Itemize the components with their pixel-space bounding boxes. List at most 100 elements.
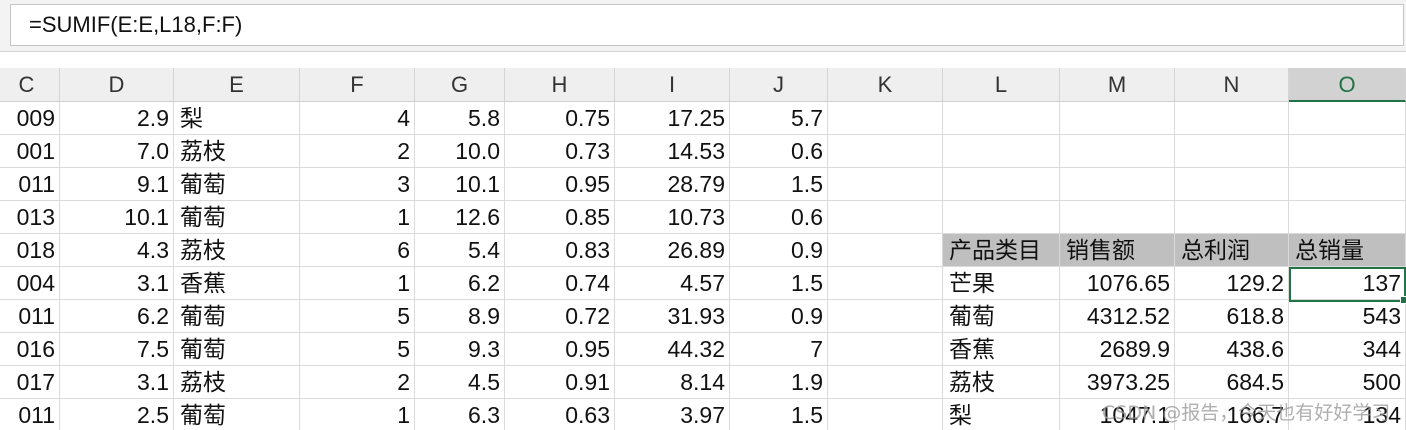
cell-d-7[interactable]: 6.2 [60,300,174,333]
cell-f-3[interactable]: 3 [300,168,415,201]
cell-g-1[interactable]: 5.8 [415,102,505,135]
cell-i-4[interactable]: 10.73 [615,201,730,234]
cell-j-5[interactable]: 0.9 [730,234,828,267]
summary-empty-cell[interactable] [943,135,1060,168]
cell-h-4[interactable]: 0.85 [505,201,615,234]
cell-h-8[interactable]: 0.95 [505,333,615,366]
summary-empty-cell[interactable] [1289,201,1406,234]
cell-i-2[interactable]: 14.53 [615,135,730,168]
cell-d-1[interactable]: 2.9 [60,102,174,135]
summary-header-0[interactable]: 产品类目 [943,234,1060,267]
cell-c-10[interactable]: 011 [0,399,60,430]
cell-g-10[interactable]: 6.3 [415,399,505,430]
cell-g-4[interactable]: 12.6 [415,201,505,234]
column-header-c[interactable]: C [0,68,60,102]
summary-empty-cell[interactable] [1289,168,1406,201]
cell-d-6[interactable]: 3.1 [60,267,174,300]
summary-header-2[interactable]: 总利润 [1175,234,1289,267]
cell-h-5[interactable]: 0.83 [505,234,615,267]
column-header-e[interactable]: E [174,68,300,102]
summary-header-1[interactable]: 销售额 [1060,234,1175,267]
cell-h-9[interactable]: 0.91 [505,366,615,399]
summary-empty-cell[interactable] [1289,102,1406,135]
cell-c-9[interactable]: 017 [0,366,60,399]
cell-c-2[interactable]: 001 [0,135,60,168]
column-header-h[interactable]: H [505,68,615,102]
column-header-l[interactable]: L [943,68,1060,102]
cell-c-1[interactable]: 009 [0,102,60,135]
cell-f-10[interactable]: 1 [300,399,415,430]
cell-f-1[interactable]: 4 [300,102,415,135]
cell-f-6[interactable]: 1 [300,267,415,300]
cell-e-2[interactable]: 荔枝 [174,135,300,168]
cell-j-10[interactable]: 1.5 [730,399,828,430]
summary-empty-cell[interactable] [1060,201,1175,234]
summary-empty-cell[interactable] [1060,102,1175,135]
cell-j-6[interactable]: 1.5 [730,267,828,300]
cell-h-10[interactable]: 0.63 [505,399,615,430]
cell-f-9[interactable]: 2 [300,366,415,399]
column-header-k[interactable]: K [828,68,943,102]
summary-empty-cell[interactable] [943,168,1060,201]
summary-cell-sales-3[interactable]: 2689.9 [1060,333,1175,366]
cell-j-4[interactable]: 0.6 [730,201,828,234]
cell-c-3[interactable]: 011 [0,168,60,201]
cell-e-6[interactable]: 香蕉 [174,267,300,300]
cell-h-3[interactable]: 0.95 [505,168,615,201]
summary-empty-cell[interactable] [1060,168,1175,201]
cell-i-6[interactable]: 4.57 [615,267,730,300]
summary-empty-cell[interactable] [1175,201,1289,234]
cell-k-8[interactable] [828,333,943,366]
summary-cell-sales-5[interactable]: 1047.1 [1060,399,1175,430]
cell-f-7[interactable]: 5 [300,300,415,333]
summary-empty-cell[interactable] [1289,135,1406,168]
summary-cell-profit-5[interactable]: 166.7 [1175,399,1289,430]
cell-i-7[interactable]: 31.93 [615,300,730,333]
cell-e-7[interactable]: 葡萄 [174,300,300,333]
cell-k-6[interactable] [828,267,943,300]
cell-k-7[interactable] [828,300,943,333]
column-header-n[interactable]: N [1175,68,1289,102]
cell-d-3[interactable]: 9.1 [60,168,174,201]
summary-cell-sales-4[interactable]: 3973.25 [1060,366,1175,399]
cell-h-2[interactable]: 0.73 [505,135,615,168]
summary-empty-cell[interactable] [1060,135,1175,168]
summary-cell-category-4[interactable]: 荔枝 [943,366,1060,399]
summary-cell-qty-4[interactable]: 500 [1289,366,1406,399]
cell-k-9[interactable] [828,366,943,399]
cell-c-6[interactable]: 004 [0,267,60,300]
fill-handle[interactable] [1400,296,1406,304]
summary-cell-profit-4[interactable]: 684.5 [1175,366,1289,399]
cell-d-4[interactable]: 10.1 [60,201,174,234]
cell-h-7[interactable]: 0.72 [505,300,615,333]
cell-c-8[interactable]: 016 [0,333,60,366]
summary-cell-qty-3[interactable]: 344 [1289,333,1406,366]
cell-j-3[interactable]: 1.5 [730,168,828,201]
cell-k-10[interactable] [828,399,943,430]
cell-h-6[interactable]: 0.74 [505,267,615,300]
cell-k-2[interactable] [828,135,943,168]
summary-cell-profit-3[interactable]: 438.6 [1175,333,1289,366]
cell-d-2[interactable]: 7.0 [60,135,174,168]
cell-c-5[interactable]: 018 [0,234,60,267]
cell-e-10[interactable]: 葡萄 [174,399,300,430]
cell-k-1[interactable] [828,102,943,135]
cell-g-5[interactable]: 5.4 [415,234,505,267]
cell-i-1[interactable]: 17.25 [615,102,730,135]
cell-j-2[interactable]: 0.6 [730,135,828,168]
summary-empty-cell[interactable] [943,201,1060,234]
cell-g-3[interactable]: 10.1 [415,168,505,201]
summary-cell-category-1[interactable]: 芒果 [943,267,1060,300]
cell-g-7[interactable]: 8.9 [415,300,505,333]
cell-e-9[interactable]: 荔枝 [174,366,300,399]
cell-e-8[interactable]: 葡萄 [174,333,300,366]
cell-g-2[interactable]: 10.0 [415,135,505,168]
cell-e-3[interactable]: 葡萄 [174,168,300,201]
summary-cell-sales-2[interactable]: 4312.52 [1060,300,1175,333]
cell-k-4[interactable] [828,201,943,234]
cell-f-8[interactable]: 5 [300,333,415,366]
column-header-d[interactable]: D [60,68,174,102]
summary-empty-cell[interactable] [943,102,1060,135]
cell-f-5[interactable]: 6 [300,234,415,267]
cell-e-4[interactable]: 葡萄 [174,201,300,234]
